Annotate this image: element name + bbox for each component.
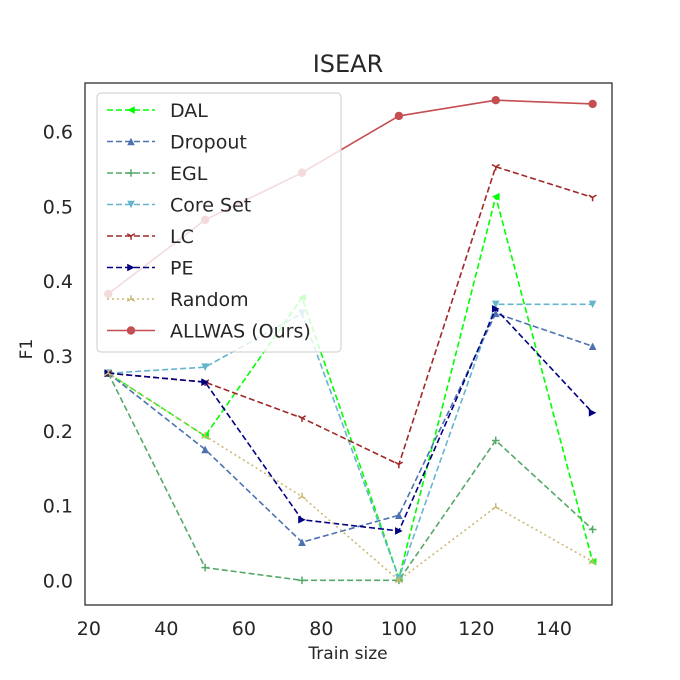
legend-marker-random: [126, 295, 136, 302]
data-point-dropout-75: [298, 538, 306, 546]
series-egl: [104, 369, 597, 585]
legend-label-lc: LC: [170, 226, 194, 248]
data-point-core-set-125: [491, 300, 500, 309]
y-tick-label-0-3: 0.3: [43, 346, 73, 368]
series-line-core-set: [108, 303, 593, 579]
data-point-core-set-50: [201, 363, 209, 371]
series-layer: [104, 96, 597, 585]
legend-item-pe: PE: [107, 258, 193, 280]
legend-label-random: Random: [170, 289, 249, 311]
legend-box: [96, 92, 342, 353]
data-point-pe-75: [298, 515, 306, 524]
data-point-pe-50: [201, 378, 209, 386]
x-tick-label-80: 80: [309, 618, 333, 640]
legend-label-dropout: Dropout: [170, 132, 247, 154]
legend-marker-dal: [127, 106, 135, 114]
data-point-egl-150: [588, 525, 597, 534]
data-point-random-25: [104, 369, 113, 377]
data-point-pe-100: [395, 527, 403, 535]
data-point-pe-150: [588, 409, 597, 417]
legend-item-random: Random: [107, 289, 249, 311]
y-axis-ticks: 0.0 0.1 0.2 0.3 0.4 0.5 0.6: [43, 122, 73, 593]
series-random: [104, 369, 597, 584]
x-tick-label-20: 20: [77, 618, 101, 640]
chart-title: ISEAR: [313, 50, 384, 78]
legend-label-core-set: Core Set: [170, 195, 251, 217]
legend: DAL Dropout EGL Core Set LC PE Random ALLWAS (O…: [96, 92, 342, 353]
x-tick-label-40: 40: [154, 618, 178, 640]
data-point-dropout-100: [395, 511, 403, 520]
legend-label-pe: PE: [170, 258, 193, 280]
series-dropout: [104, 309, 597, 546]
data-point-allwas-ours-100: [394, 111, 404, 121]
y-tick-label-0-5: 0.5: [43, 196, 73, 218]
data-point-egl-50: [201, 563, 209, 572]
x-axis-label: Train size: [307, 644, 387, 664]
data-point-dropout-150: [588, 342, 597, 351]
x-tick-label-100: 100: [381, 618, 417, 640]
data-point-dropout-125: [491, 309, 500, 318]
legend-item-dropout: Dropout: [107, 132, 247, 154]
y-tick-label-0: 0.0: [43, 570, 73, 592]
data-point-allwas-ours-125: [491, 96, 500, 105]
legend-label-allwas-ours: ALLWAS (Ours): [170, 321, 311, 343]
data-point-random-125: [491, 503, 500, 510]
data-point-egl-75: [298, 576, 306, 585]
legend-item-dal: DAL: [107, 100, 208, 122]
y-axis-label: F1: [17, 339, 37, 360]
data-point-pe-125: [491, 305, 500, 313]
y-tick-label-0-4: 0.4: [43, 271, 73, 293]
series-line-dropout: [107, 312, 593, 543]
legend-marker-core-set: [127, 200, 135, 209]
data-point-core-set-150: [588, 300, 597, 309]
data-point-random-50: [200, 432, 210, 439]
data-point-lc-150: [588, 194, 597, 202]
data-point-lc-75: [297, 415, 307, 422]
legend-item-core-set: Core Set: [107, 195, 251, 217]
x-axis-ticks: 20 40 60 80 100 120 140: [77, 618, 572, 640]
legend-marker-allwas-ours: [126, 326, 136, 335]
data-point-random-75: [297, 492, 307, 500]
data-point-allwas-ours-150: [588, 99, 597, 109]
legend-item-allwas-ours: ALLWAS (Ours): [107, 321, 311, 343]
y-tick-label-0-2: 0.2: [43, 421, 73, 443]
data-point-dal-125: [491, 192, 500, 201]
x-tick-label-60: 60: [232, 618, 256, 640]
data-point-dropout-50: [201, 445, 209, 454]
data-point-lc-125: [491, 163, 500, 171]
series-line-egl: [107, 372, 594, 582]
legend-marker-dropout: [127, 137, 135, 146]
legend-marker-pe: [127, 263, 135, 272]
data-point-egl-125: [491, 436, 500, 445]
legend-marker-egl: [127, 169, 135, 177]
y-tick-label-0-6: 0.6: [43, 122, 73, 144]
series-line-random: [107, 372, 594, 582]
x-tick-label-140: 140: [536, 618, 572, 640]
legend-label-egl: EGL: [170, 163, 208, 185]
legend-marker-lc: [126, 233, 136, 240]
legend-item-lc: LC: [107, 226, 194, 248]
plot-frame: [84, 82, 613, 606]
data-point-lc-100: [394, 461, 404, 469]
y-tick-label-0-1: 0.1: [43, 496, 73, 518]
series-line-pe: [108, 308, 594, 532]
data-point-random-150: [588, 557, 597, 565]
legend-item-egl: EGL: [107, 163, 208, 185]
x-tick-label-120: 120: [458, 618, 494, 640]
data-point-random-100: [394, 576, 404, 584]
series-line-dal: [107, 195, 594, 579]
legend-label-dal: DAL: [170, 100, 208, 122]
